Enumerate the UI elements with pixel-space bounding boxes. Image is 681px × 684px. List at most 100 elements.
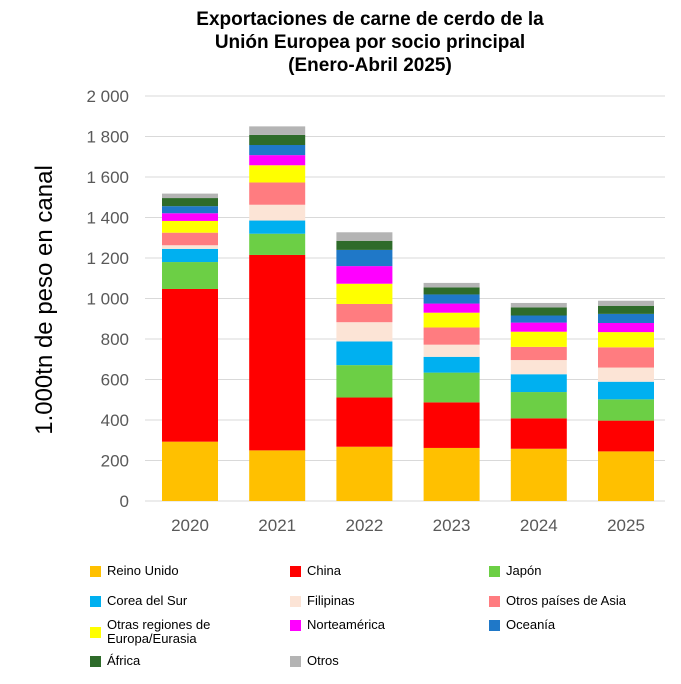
- bar-segment: [249, 450, 306, 501]
- bar-segment: [162, 232, 218, 246]
- x-tick-label: 2022: [345, 516, 383, 535]
- bar-segment: [249, 165, 306, 183]
- bar-segment: [249, 204, 306, 221]
- legend-swatch: [290, 619, 301, 631]
- bars: [162, 126, 654, 501]
- chart-title-line-1: Exportaciones de carne de cerdo de la: [196, 9, 544, 30]
- bar-segment: [162, 288, 218, 442]
- bar-segment: [162, 441, 218, 501]
- legend-swatch: [90, 626, 101, 638]
- bar-segment: [249, 145, 306, 156]
- bar-segment: [510, 307, 567, 316]
- legend-item: Filipinas: [290, 594, 355, 608]
- legend-label: China: [307, 563, 341, 578]
- legend-item: Oceanía: [489, 618, 555, 632]
- x-tick-label: 2023: [433, 516, 471, 535]
- bar-segment: [423, 282, 480, 288]
- y-tick-label: 1 800: [86, 128, 129, 147]
- legend-swatch: [90, 655, 101, 667]
- bar-segment: [423, 303, 480, 313]
- x-tick-labels: 2020 2021 2022 2023 2024 2025: [171, 516, 645, 535]
- bar-segment: [336, 283, 393, 304]
- legend-swatch: [290, 565, 301, 577]
- legend-item: Otras regiones de Europa/Eurasia: [90, 618, 257, 646]
- y-tick-label: 600: [101, 371, 129, 390]
- legend-label: Japón: [506, 563, 542, 578]
- legend-swatch: [489, 565, 500, 577]
- x-tick-label: 2025: [607, 516, 645, 535]
- bar-segment: [423, 294, 480, 304]
- bar-segment: [162, 213, 218, 221]
- y-tick-label: 800: [101, 330, 129, 349]
- bar-segment: [336, 365, 393, 398]
- x-tick-label: 2021: [258, 516, 296, 535]
- bar-segment: [162, 220, 218, 233]
- bar-segment: [510, 302, 567, 308]
- bar-segment: [162, 245, 218, 249]
- legend-swatch: [290, 655, 301, 667]
- y-tick-label: 2 000: [86, 87, 129, 106]
- bar-segment: [423, 447, 480, 501]
- bar-segment: [336, 232, 393, 241]
- bar-segment: [598, 332, 654, 348]
- legend-swatch: [489, 595, 500, 607]
- bar-segment: [336, 249, 393, 267]
- legend-item: África: [90, 654, 140, 668]
- legend-swatch: [290, 595, 301, 607]
- legend-item: China: [290, 564, 341, 578]
- bar-segment: [598, 420, 654, 452]
- bar-segment: [423, 312, 480, 328]
- bar-segment: [598, 313, 654, 324]
- bar-segment: [249, 134, 306, 146]
- bar-segment: [336, 266, 393, 284]
- bar-segment: [510, 374, 567, 393]
- legend-label: Oceanía: [506, 617, 556, 632]
- bar-segment: [510, 418, 567, 449]
- bar-segment: [423, 402, 480, 448]
- bar-segment: [162, 262, 218, 289]
- bar-segment: [336, 240, 393, 250]
- bar-segment: [336, 303, 393, 323]
- bar-segment: [598, 347, 654, 368]
- bar-segment: [336, 322, 393, 342]
- bar-segment: [510, 360, 567, 375]
- bar-segment: [162, 248, 218, 263]
- y-tick-label: 1 000: [86, 290, 129, 309]
- bar-segment: [510, 322, 567, 332]
- bar-segment: [598, 367, 654, 382]
- legend-label: Reino Unido: [107, 563, 179, 578]
- chart-title-line-2: Unión Europea por socio principal: [214, 32, 526, 53]
- legend-label: Otras regiones de Europa/Eurasia: [107, 617, 211, 646]
- bar-segment: [510, 315, 567, 323]
- bar-segment: [423, 356, 480, 373]
- bar-segment: [598, 323, 654, 333]
- bar-segment: [510, 346, 567, 361]
- bar-segment: [510, 448, 567, 501]
- y-tick-label: 1 400: [86, 209, 129, 228]
- stacked-bar-chart: 0 200 400 600 800 1 000 1 200 1 400 1 600 1 800 2 …: [31, 87, 665, 535]
- legend-label: Norteamérica: [307, 617, 386, 632]
- x-tick-label: 2024: [520, 516, 558, 535]
- legend-item: Reino Unido: [90, 564, 179, 578]
- chart-legend: Reino Unido China Japón Corea del Sur Filipi…: [0, 556, 681, 684]
- y-axis-label: 1.000tn de peso en canal: [31, 165, 58, 435]
- bar-segment: [162, 206, 218, 214]
- bar-segment: [510, 331, 567, 347]
- legend-item: Norteamérica: [290, 618, 385, 632]
- legend-swatch: [489, 619, 500, 631]
- bar-segment: [249, 126, 306, 135]
- legend-item: Corea del Sur: [90, 594, 187, 608]
- chart-title-line-3: (Enero-Abril 2025): [288, 55, 452, 76]
- bar-segment: [598, 381, 654, 400]
- bar-segment: [249, 155, 306, 166]
- bar-segment: [598, 305, 654, 314]
- legend-item: Japón: [489, 564, 541, 578]
- bar-segment: [510, 392, 567, 419]
- y-tick-label: 1 600: [86, 168, 129, 187]
- bar-segment: [249, 220, 306, 234]
- bar-segment: [598, 451, 654, 501]
- bar-segment: [249, 182, 306, 205]
- legend-label: Filipinas: [307, 593, 355, 608]
- legend-label: Otros: [307, 653, 339, 668]
- legend-swatch: [90, 565, 101, 577]
